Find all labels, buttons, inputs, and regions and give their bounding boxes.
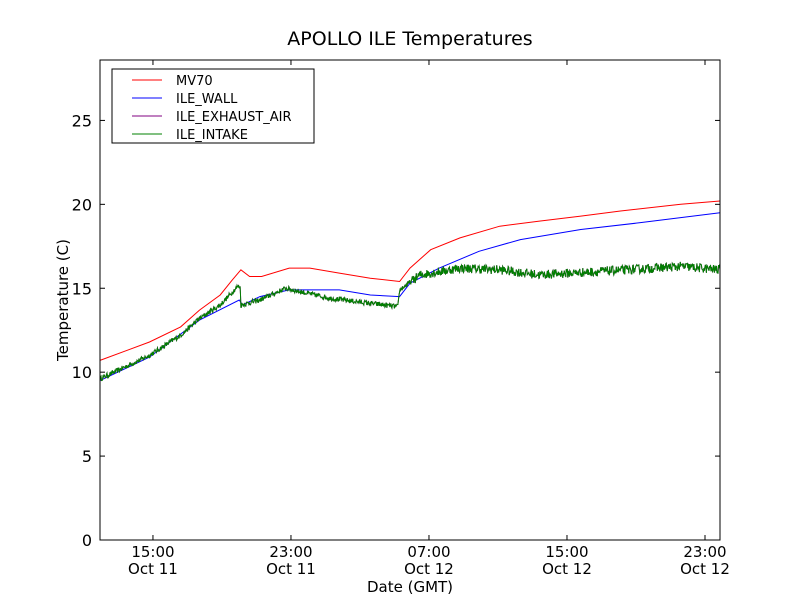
legend-label: MV70 — [176, 74, 213, 89]
legend-label: ILE_EXHAUST_AIR — [176, 110, 292, 125]
x-tick-time-label: 23:00 — [269, 543, 312, 561]
y-tick-label: 25 — [72, 111, 92, 130]
x-tick-date-label: Oct 12 — [404, 560, 454, 578]
axes-frame — [99, 59, 721, 541]
y-axis: 0 5 10 15 20 25 — [72, 111, 720, 550]
y-tick-label: 10 — [72, 363, 92, 382]
y-axis-label: Temperature (C) — [54, 239, 72, 362]
y-tick-label: 5 — [82, 447, 92, 466]
y-tick-label: 15 — [72, 279, 92, 298]
x-tick-date-label: Oct 12 — [680, 560, 730, 578]
y-tick-label: 0 — [82, 531, 92, 550]
y-tick-label: 20 — [72, 195, 92, 214]
legend-label: ILE_INTAKE — [176, 128, 248, 143]
series-line-mv70 — [99, 200, 721, 361]
x-tick-time-label: 15:00 — [131, 543, 174, 561]
legend-box — [111, 68, 315, 144]
x-tick-time-label: 15:00 — [545, 543, 588, 561]
plot-area — [99, 200, 721, 382]
series-line-ile-wall — [99, 212, 721, 382]
x-tick-time-label: 07:00 — [407, 543, 450, 561]
series-line-ile-intake — [99, 261, 721, 382]
legend-label: ILE_WALL — [176, 92, 238, 107]
x-tick-date-label: Oct 11 — [266, 560, 316, 578]
x-axis-label: Date (GMT) — [367, 578, 453, 596]
legend: MV70 ILE_WALL ILE_EXHAUST_AIR ILE_INTAKE — [111, 68, 315, 144]
x-tick-date-label: Oct 12 — [542, 560, 592, 578]
chart-title: APOLLO ILE Temperatures — [287, 28, 532, 50]
x-tick-time-label: 23:00 — [683, 543, 726, 561]
x-tick-date-label: Oct 11 — [128, 560, 178, 578]
